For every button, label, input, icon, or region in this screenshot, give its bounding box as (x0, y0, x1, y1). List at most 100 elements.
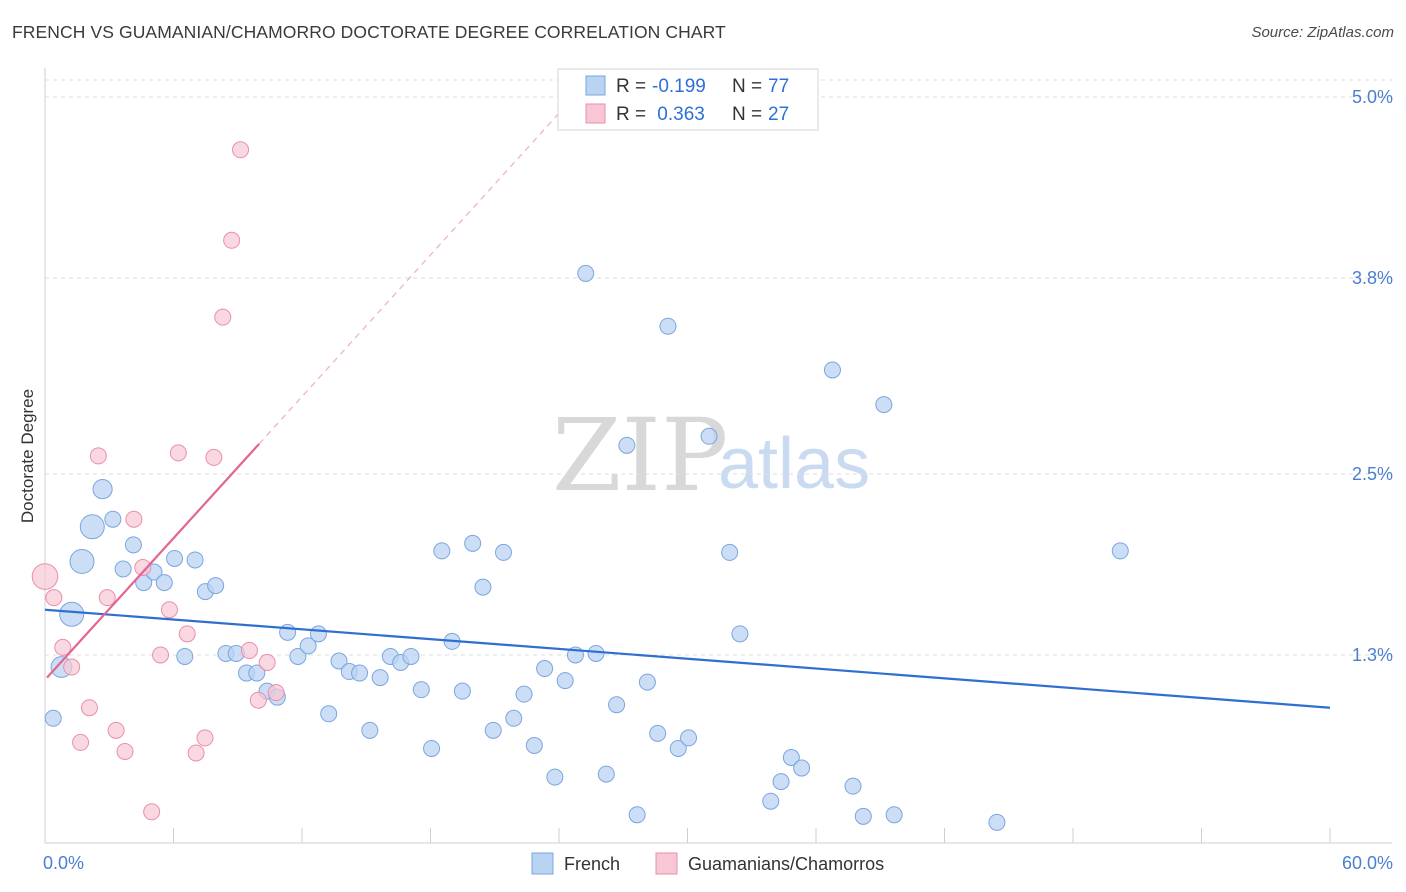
legend-r-value-french: -0.199 (652, 76, 706, 97)
guamanian-point (258, 654, 276, 671)
guamanian-point (125, 510, 143, 528)
legend-n-value-french: 77 (768, 76, 789, 97)
french-point (464, 534, 482, 552)
legend-r-label-guam: R = (616, 104, 646, 125)
gridlines (45, 79, 1392, 656)
french-point (536, 660, 554, 678)
guamanian-point (107, 721, 125, 739)
french-point (669, 739, 687, 757)
french-point (556, 672, 574, 690)
guamanian-point (232, 141, 250, 159)
french-point (597, 765, 615, 783)
french-point (361, 721, 379, 739)
french-point (577, 264, 595, 282)
tick-labels: 1.3% 2.5% 3.8% 5.0% 0.0% 60.0% (43, 87, 1393, 873)
french-point (104, 510, 122, 528)
french-point (844, 777, 862, 795)
guamanian-point (45, 589, 63, 607)
guamanian-point (187, 744, 205, 762)
y-tick-label: 5.0% (1352, 87, 1393, 107)
french-point (628, 806, 646, 824)
legend-n-label-guam: N = (732, 104, 762, 125)
french-point (433, 542, 451, 560)
french-point (618, 436, 636, 454)
french-point (762, 792, 780, 810)
bottom-legend-guam: Guamanians/Chamorros (688, 854, 884, 874)
guamanian-point (54, 638, 72, 656)
legend-r-value-guam: 0.363 (652, 104, 705, 125)
french-point (289, 647, 307, 665)
french-point (299, 637, 317, 655)
trend-lines (44, 96, 1331, 709)
french-point (423, 739, 441, 757)
guamanian-point (80, 699, 98, 717)
guamanian-point (240, 641, 258, 659)
french-point (453, 682, 471, 700)
french-point (155, 574, 173, 592)
guamanian-trend-line (46, 443, 260, 679)
x-tick-label-min: 0.0% (43, 853, 84, 873)
french-point (166, 549, 184, 567)
french-point (782, 749, 800, 767)
french-point (823, 361, 841, 379)
french-point (875, 396, 893, 414)
guamanian-point (169, 444, 187, 462)
french-point (59, 601, 85, 627)
french-point (248, 664, 266, 682)
bottom-legend-french: French (564, 854, 620, 874)
french-point (721, 543, 739, 561)
guamanian-point (160, 601, 178, 619)
french-point (351, 664, 369, 682)
french-point (515, 685, 533, 703)
french-point (69, 548, 95, 574)
french-point (92, 478, 113, 500)
french-point (680, 729, 698, 747)
french-point (474, 578, 492, 596)
guamanian-point (196, 729, 214, 747)
watermark-atlas: atlas (718, 424, 870, 504)
guamanian-point (152, 646, 170, 664)
french-point (659, 317, 677, 335)
french-point (186, 551, 204, 569)
guamanian-trend-extension (258, 96, 575, 445)
french-point (330, 652, 348, 670)
bottom-legend: French Guamanians/Chamorros (531, 852, 884, 875)
legend-swatch-guam (585, 103, 606, 124)
y-tick-label: 2.5% (1352, 464, 1393, 484)
french-point (79, 514, 105, 540)
french-point (207, 577, 225, 595)
french-point (1111, 542, 1129, 560)
french-point (505, 709, 523, 727)
y-tick-label: 3.8% (1352, 268, 1393, 288)
guamanian-point (63, 658, 81, 676)
french-point (587, 644, 605, 662)
french-point (484, 721, 502, 739)
guamanian-point (223, 231, 241, 249)
legend-n-value-guam: 27 (768, 104, 789, 125)
guamanian-point (116, 742, 134, 760)
french-point (988, 813, 1006, 831)
french-point (176, 647, 194, 665)
guamanian-point (214, 308, 232, 326)
french-point (525, 736, 543, 754)
y-axis-title: Doctorate Degree (18, 389, 37, 523)
french-point (309, 625, 327, 643)
french-point (402, 647, 420, 665)
french-trend-line (44, 608, 1331, 709)
french-point (772, 773, 790, 791)
guamanian-point (143, 803, 161, 821)
legend-swatch-french (585, 75, 606, 96)
legend-n-label-french: N = (732, 76, 762, 97)
guamanian-point (205, 448, 223, 466)
french-point (885, 806, 903, 824)
guamanian-point (31, 563, 59, 590)
french-point (320, 705, 338, 723)
guamanian-point (267, 684, 285, 702)
french-point (114, 560, 132, 578)
axes (44, 68, 1392, 844)
french-point (124, 536, 142, 554)
guamanian-point (72, 733, 90, 751)
french-point (371, 669, 389, 687)
french-point (546, 768, 564, 786)
